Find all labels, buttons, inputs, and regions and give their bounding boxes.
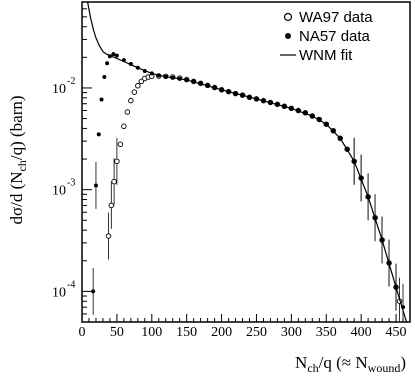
x-tick-label: 300 bbox=[281, 325, 302, 340]
x-axis-ticks: 0 50 100 150 200 250 300 350 400 450 bbox=[79, 314, 407, 340]
wa97-data-point bbox=[121, 123, 127, 130]
wnm-fit-line bbox=[87, 1, 408, 323]
plot-series bbox=[87, 1, 408, 323]
wa97-data-point bbox=[124, 109, 131, 115]
x-tick-label: 400 bbox=[351, 325, 372, 340]
plot-frame bbox=[81, 1, 411, 323]
legend: WA97 data NA57 data WNM fit bbox=[280, 9, 373, 64]
x-tick-label: 200 bbox=[211, 325, 232, 340]
legend-label-na57: NA57 data bbox=[299, 28, 371, 45]
y-axis-label: dσ/d (Nch/q) (barn) bbox=[7, 95, 29, 224]
y-tick-exponent: -4 bbox=[67, 279, 75, 290]
x-tick-label: 0 bbox=[79, 325, 86, 340]
wa97-data-point bbox=[128, 97, 134, 104]
na57-data-point bbox=[102, 75, 107, 80]
wa97-data-point bbox=[108, 202, 115, 209]
x-tick-label: 150 bbox=[176, 325, 197, 340]
na57-data-point bbox=[93, 183, 98, 188]
x-axis-label: Nch/q (≈ Nwound) bbox=[295, 353, 406, 375]
na57-data-point bbox=[111, 52, 116, 57]
x-tick-label: 450 bbox=[386, 325, 407, 340]
wa97-data-point bbox=[111, 178, 117, 185]
wa97-data-point bbox=[131, 89, 138, 95]
na57-data-point bbox=[99, 97, 104, 102]
legend-marker-open-circle bbox=[283, 12, 293, 22]
wa97-data-point bbox=[138, 78, 145, 85]
y-tick-exponent: -3 bbox=[67, 178, 75, 189]
y-tick-label: 10 bbox=[52, 184, 66, 199]
wa97-data-point bbox=[117, 141, 124, 147]
na57-data-point bbox=[114, 53, 119, 58]
na57-data-point bbox=[91, 289, 96, 294]
wa97-data-point bbox=[114, 158, 120, 165]
y-tick-exponent: -2 bbox=[67, 76, 75, 87]
legend-label-wnm: WNM fit bbox=[299, 47, 353, 64]
x-tick-label: 250 bbox=[246, 325, 267, 340]
na57-data-point bbox=[96, 132, 101, 137]
x-tick-label: 50 bbox=[110, 325, 124, 340]
legend-marker-filled-circle bbox=[285, 33, 291, 39]
na57-data-point bbox=[105, 61, 110, 66]
y-tick-label: 10 bbox=[52, 285, 66, 300]
x-tick-label: 350 bbox=[316, 325, 337, 340]
x-tick-label: 100 bbox=[141, 325, 162, 340]
wa97-data-point bbox=[105, 233, 112, 239]
y-tick-label: 10 bbox=[52, 82, 66, 97]
wa97-data-point bbox=[135, 83, 141, 89]
legend-label-wa97: WA97 data bbox=[299, 9, 373, 26]
y-axis-ticks: 10-410-310-2 bbox=[52, 1, 92, 323]
